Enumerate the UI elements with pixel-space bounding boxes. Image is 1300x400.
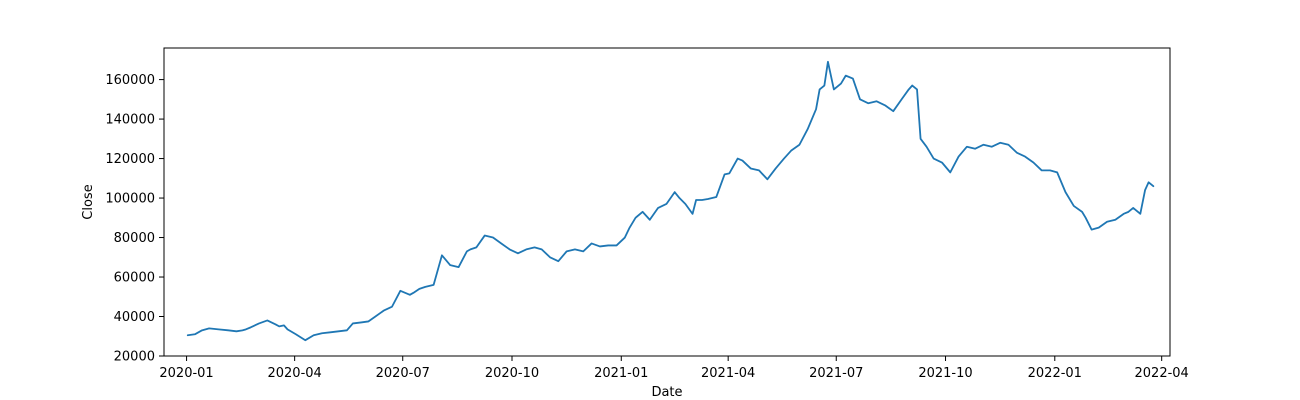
x-tick-label: 2022-04: [1135, 366, 1189, 381]
x-tick-label: 2020-07: [376, 366, 430, 381]
x-tick-label: 2021-10: [918, 366, 972, 381]
y-tick-label: 40000: [114, 310, 155, 325]
close-price-line: [186, 60, 1155, 342]
x-tick-label: 2021-07: [809, 366, 863, 381]
y-tick-label: 120000: [105, 152, 155, 167]
x-axis-ticks: 2020-01 2020-04 2020-07 2020-10 2021-01 2021-…: [159, 356, 1189, 381]
x-tick-label: 2021-01: [594, 366, 648, 381]
y-tick-label: 160000: [105, 73, 155, 88]
y-axis-ticks: 20000 40000 60000 80000 100000 120000 140000 16…: [105, 73, 164, 365]
x-tick-label: 2021-04: [701, 366, 755, 381]
x-axis-title: Date: [651, 385, 682, 400]
y-axis-title: Close: [81, 184, 96, 219]
y-tick-label: 100000: [105, 192, 155, 207]
y-tick-label: 80000: [114, 231, 155, 246]
plot-frame: [163, 47, 1171, 357]
x-tick-label: 2020-01: [159, 366, 213, 381]
y-tick-label: 20000: [114, 350, 155, 365]
y-tick-label: 60000: [114, 271, 155, 286]
x-tick-label: 2020-04: [267, 366, 321, 381]
y-tick-label: 140000: [105, 113, 155, 128]
x-tick-label: 2022-01: [1028, 366, 1082, 381]
x-tick-label: 2020-10: [485, 366, 539, 381]
